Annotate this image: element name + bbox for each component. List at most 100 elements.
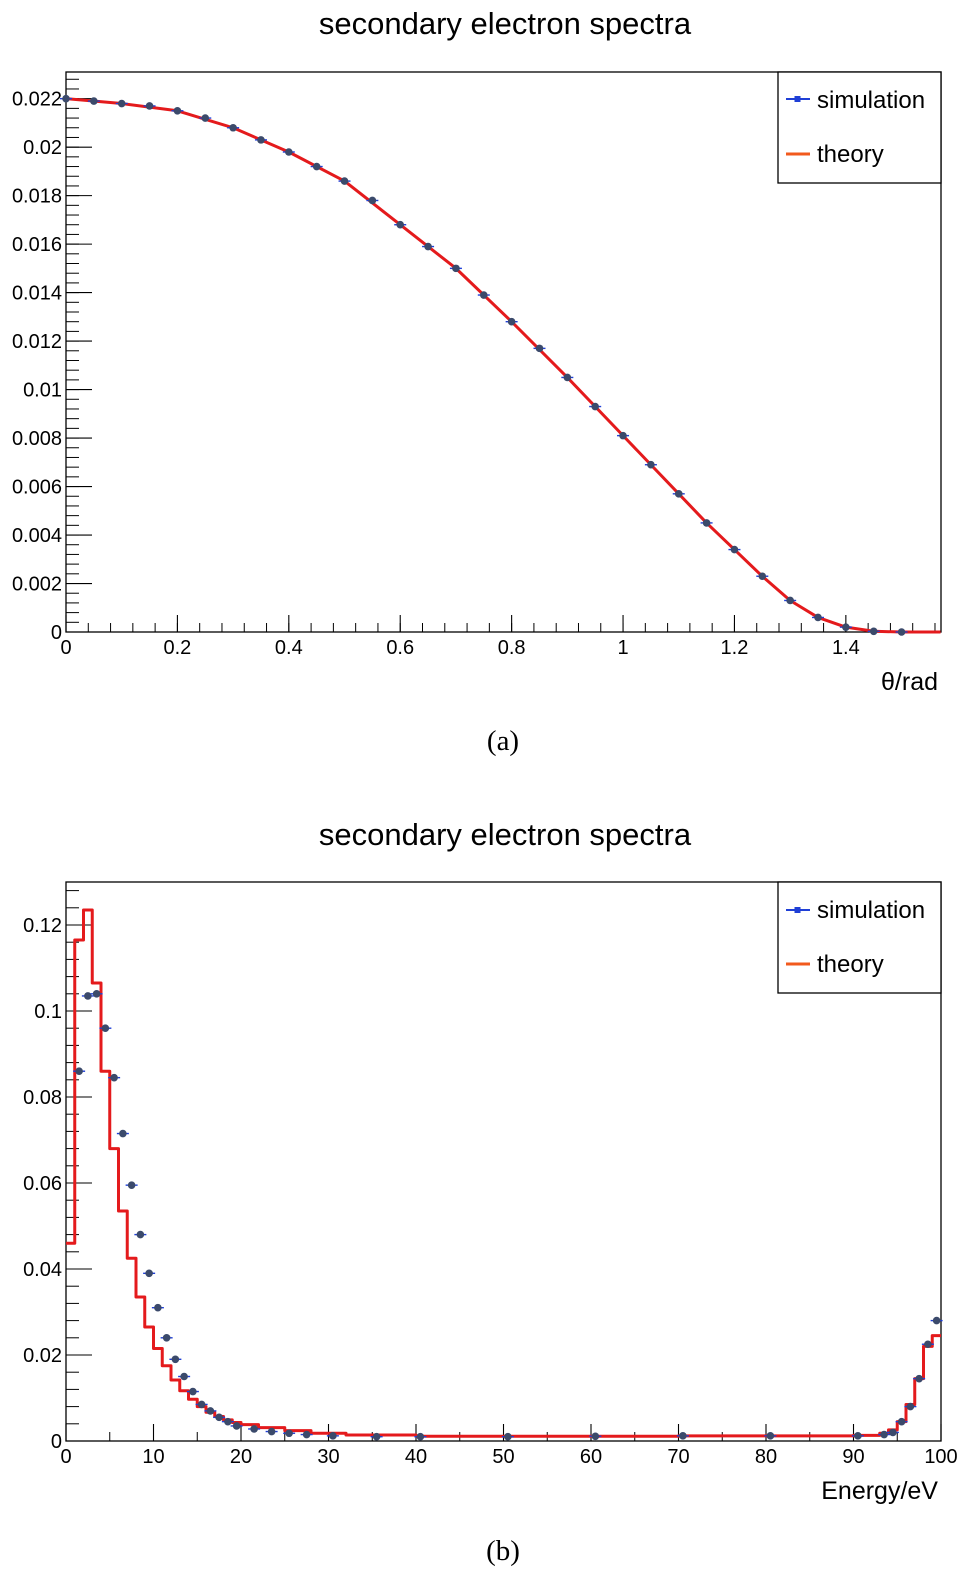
simulation-point (372, 1432, 381, 1441)
caption-b: (b) (486, 1535, 520, 1567)
simulation-point (702, 519, 711, 527)
simulation-point (285, 1429, 293, 1438)
x-tick-label: 0 (60, 1446, 71, 1468)
simulation-point (396, 220, 405, 229)
simulation-point (75, 1067, 83, 1075)
simulation-point (619, 431, 627, 440)
legend-simulation-marker (794, 907, 801, 913)
simulation-point (897, 1417, 906, 1426)
y-tick-label: 0.002 (12, 574, 62, 596)
x-axis-label: Energy/eV (821, 1477, 938, 1505)
simulation-point (267, 1427, 276, 1436)
x-tick-label: 0.2 (164, 637, 192, 659)
y-tick-label: 0.016 (12, 234, 62, 256)
y-tick-label: 0.1 (34, 1001, 62, 1023)
x-tick-label: 1 (617, 637, 628, 659)
simulation-point (507, 317, 516, 326)
x-tick-label: 1.4 (832, 637, 860, 659)
simulation-point (257, 136, 265, 144)
y-tick-label: 0.04 (23, 1259, 62, 1281)
simulation-point (136, 1230, 145, 1239)
y-tick-label: 0.004 (12, 525, 62, 547)
simulation-point (312, 162, 321, 171)
simulation-point (285, 148, 293, 156)
simulation-point (591, 402, 599, 411)
y-tick-label: 0.06 (23, 1173, 62, 1195)
simulation-point (814, 613, 822, 622)
x-tick-label: 80 (755, 1446, 777, 1468)
simulation-point (145, 1269, 153, 1278)
simulation-point (101, 1024, 110, 1032)
simulation-point (201, 114, 210, 122)
simulation-point (479, 291, 488, 299)
simulation-series (60, 94, 908, 636)
simulation-point (889, 1428, 897, 1437)
y-tick-label: 0.014 (12, 283, 62, 305)
simulation-point (189, 1387, 197, 1396)
y-tick-label: 0.022 (12, 89, 62, 111)
simulation-point (915, 1374, 923, 1383)
y-axis: 0 0.02 0.04 0.06 0.08 0.1 0.12 (23, 890, 92, 1453)
y-tick-label: 0.02 (23, 1345, 62, 1367)
simulation-point (842, 623, 850, 631)
simulation-point (786, 596, 794, 605)
y-tick-label: 0 (51, 622, 62, 644)
simulation-point (62, 94, 70, 103)
simulation-point (869, 627, 878, 636)
y-tick-label: 0.08 (23, 1087, 62, 1109)
simulation-point (173, 106, 182, 115)
chart-panel-b: secondary electron spectra 0 0.02 0.04 0.06… (23, 817, 958, 1567)
legend-simulation-label: simulation (817, 87, 925, 114)
simulation-point (679, 1432, 687, 1440)
simulation-point (535, 344, 544, 353)
y-tick-label: 0.012 (12, 331, 62, 353)
simulation-point (368, 196, 377, 205)
y-tick-label: 0.12 (23, 915, 62, 937)
y-axis: 0 0.002 0.004 0.006 0.008 0.01 0.012 0.014 0.016… (12, 78, 92, 644)
x-tick-label: 90 (842, 1446, 864, 1468)
x-axis-label: θ/rad (881, 668, 938, 696)
x-tick-label: 70 (667, 1446, 689, 1468)
simulation-point (206, 1407, 215, 1415)
simulation-point (250, 1425, 258, 1433)
simulation-point (880, 1430, 888, 1439)
legend-simulation-marker (794, 96, 801, 102)
simulation-point (171, 1355, 180, 1364)
simulation-point (932, 1316, 941, 1325)
legend: simulation theory (777, 71, 942, 184)
simulation-point (119, 1129, 127, 1138)
simulation-point (563, 373, 572, 382)
simulation-point (110, 1073, 118, 1082)
x-tick-label: 50 (492, 1446, 514, 1468)
legend-theory-label: theory (817, 951, 884, 978)
simulation-point (180, 1372, 188, 1381)
simulation-point (302, 1430, 311, 1439)
simulation-point (84, 992, 92, 1000)
simulation-point (674, 490, 683, 498)
chart-title: secondary electron spectra (319, 6, 692, 41)
x-tick-label: 0.8 (498, 637, 526, 659)
simulation-point (424, 242, 432, 251)
simulation-point (197, 1400, 206, 1409)
simulation-point (452, 264, 460, 273)
simulation-series (73, 990, 943, 1441)
x-tick-label: 1.2 (721, 637, 749, 659)
simulation-point (127, 1181, 136, 1189)
simulation-point (591, 1432, 600, 1441)
legend-box (777, 881, 942, 994)
simulation-point (340, 177, 349, 185)
simulation-point (145, 102, 154, 110)
x-tick-label: 100 (924, 1446, 957, 1468)
legend-box (777, 71, 942, 184)
x-tick-label: 0.4 (275, 637, 303, 659)
legend-theory-label: theory (817, 141, 884, 168)
theory-line (66, 908, 941, 1438)
simulation-point (224, 1417, 232, 1426)
simulation-point (924, 1340, 932, 1349)
simulation-point (504, 1432, 512, 1441)
simulation-point (730, 545, 739, 554)
simulation-point (416, 1432, 425, 1441)
y-tick-label: 0.02 (23, 137, 62, 159)
y-tick-label: 0.01 (23, 380, 62, 402)
